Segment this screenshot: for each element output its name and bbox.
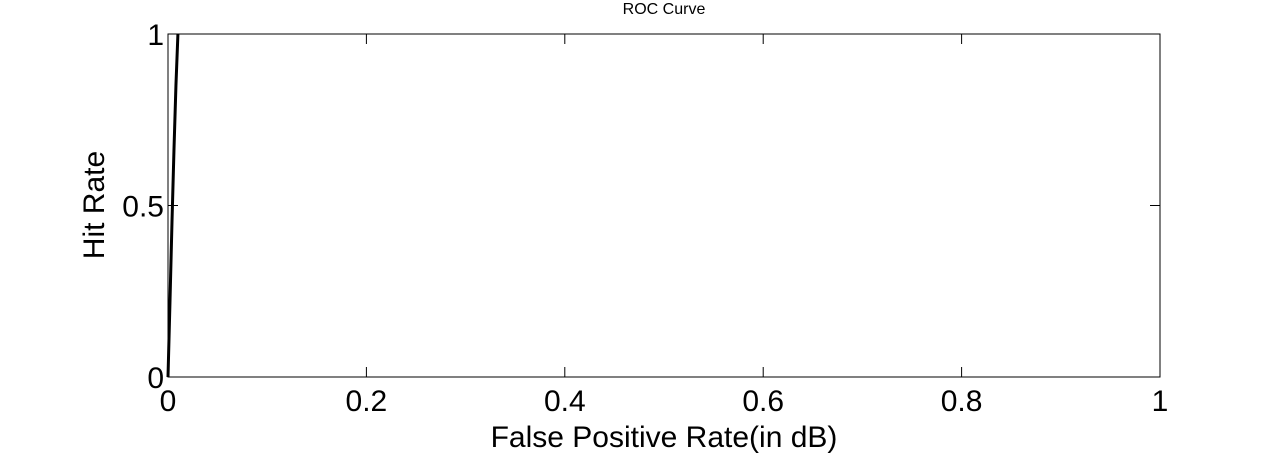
x-tick-label: 0.8 xyxy=(941,385,983,418)
y-tick-label: 0 xyxy=(147,362,164,395)
chart-title: ROC Curve xyxy=(623,1,706,18)
x-tick-label: 0.2 xyxy=(346,385,388,418)
y-tick-label: 1 xyxy=(147,19,164,52)
roc-curve-line xyxy=(166,33,180,378)
x-tick-label: 0.6 xyxy=(742,385,784,418)
y-tick-label: 0.5 xyxy=(122,191,164,224)
series-layer xyxy=(166,33,180,378)
x-tick-label: 0.4 xyxy=(544,385,586,418)
plot-area-frame xyxy=(167,33,1161,378)
x-tick-label: 0 xyxy=(160,385,177,418)
x-axis-label: False Positive Rate(in dB) xyxy=(491,421,838,454)
x-axis: 0 0.2 0.4 0.6 0.8 1 xyxy=(160,34,1169,418)
y-axis-label: Hit Rate xyxy=(78,151,111,259)
x-tick-label: 1 xyxy=(1152,385,1169,418)
y-axis: 00.51 xyxy=(122,19,1160,395)
